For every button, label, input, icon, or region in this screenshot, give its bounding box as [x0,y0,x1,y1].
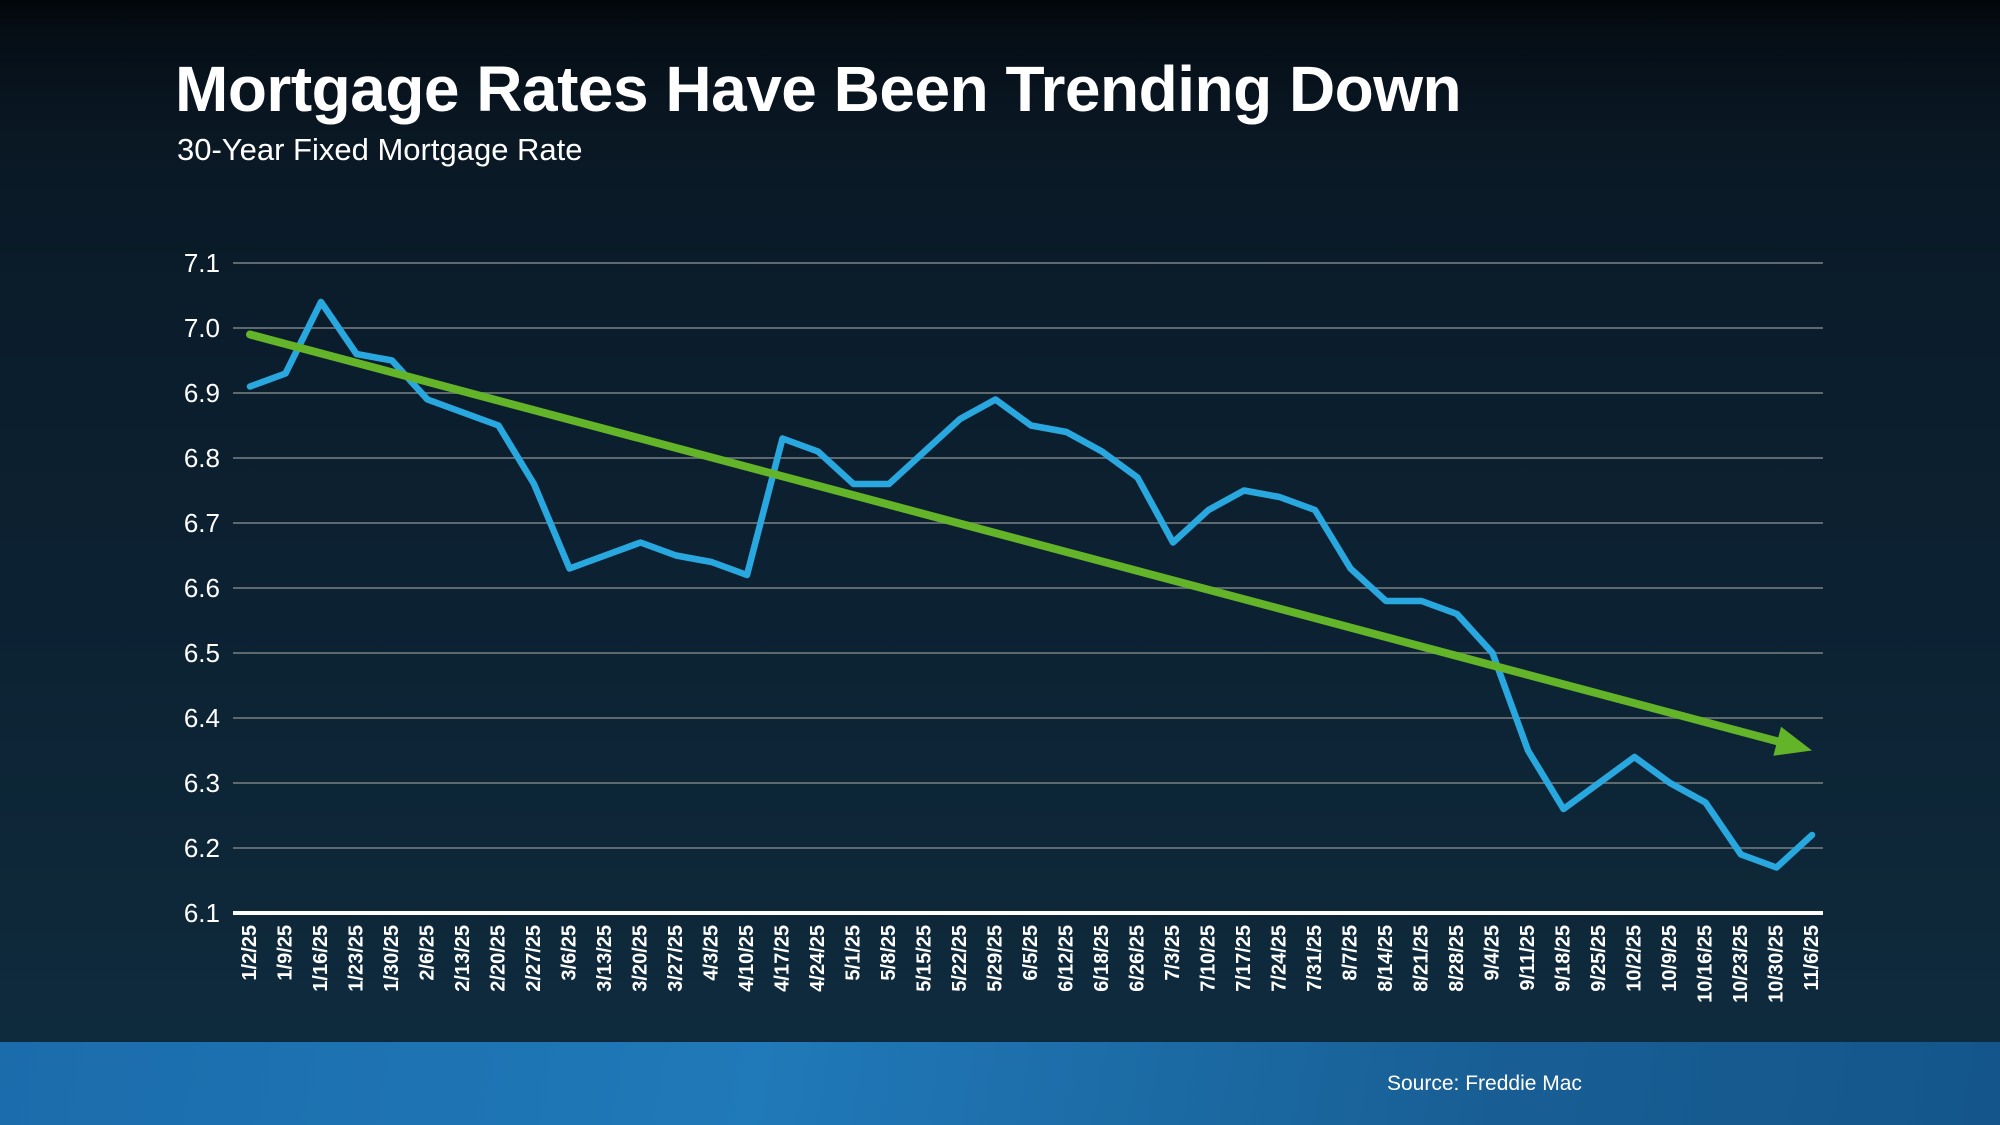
x-tick-label: 3/6/25 [559,925,581,981]
x-tick-label: 4/3/25 [701,925,723,981]
x-tick-label: 6/12/25 [1056,925,1078,992]
x-tick-label: 6/18/25 [1091,925,1113,992]
x-tick-label: 1/30/25 [381,925,403,992]
x-tick-label: 2/20/25 [488,925,510,992]
x-tick-label: 5/15/25 [914,925,936,992]
x-tick-label: 9/25/25 [1588,925,1610,992]
chart-title: Mortgage Rates Have Been Trending Down [175,53,1462,125]
x-tick-label: 4/24/25 [807,925,829,992]
x-tick-label: 2/27/25 [523,925,545,992]
x-tick-label: 10/30/25 [1766,925,1788,1003]
x-tick-label: 9/11/25 [1517,925,1539,991]
x-tick-label: 6/5/25 [1020,925,1042,981]
x-tick-label: 5/29/25 [985,925,1007,992]
rate-line [246,298,1816,871]
x-tick-label: 5/8/25 [878,925,900,981]
x-tick-label: 8/7/25 [1340,925,1362,981]
y-tick-label: 7.0 [184,313,220,343]
x-tick-label: 1/23/25 [346,925,368,992]
x-tick-label: 5/1/25 [843,925,865,981]
x-tick-label: 9/18/25 [1553,925,1575,992]
trend-arrowhead [1773,726,1812,756]
y-tick-label: 6.2 [184,833,220,863]
x-tick-label: 4/10/25 [736,925,758,992]
x-tick-label: 7/24/25 [1269,925,1291,992]
y-tick-label: 6.3 [184,768,220,798]
x-tick-label: 2/6/25 [417,925,439,981]
y-tick-label: 6.6 [184,573,220,603]
x-tick-label: 7/10/25 [1198,925,1220,992]
x-tick-label: 5/22/25 [949,925,971,992]
x-tick-label: 7/17/25 [1233,925,1255,992]
x-tick-label: 10/2/25 [1624,925,1646,992]
x-tick-label: 6/26/25 [1127,925,1149,992]
x-tick-label: 3/20/25 [630,925,652,992]
y-tick-label: 6.7 [184,508,220,538]
x-tick-label: 1/9/25 [275,925,297,981]
x-tick-label: 10/23/25 [1730,925,1752,1003]
source-credit: Source: Freddie Mac [1387,1071,1582,1095]
x-tick-label: 11/6/25 [1801,925,1823,991]
x-tick-label: 1/16/25 [310,925,332,992]
x-tick-label: 7/31/25 [1304,925,1326,992]
y-tick-label: 6.5 [184,638,220,668]
x-tick-label: 8/21/25 [1411,925,1433,992]
chart-subtitle: 30-Year Fixed Mortgage Rate [177,132,583,167]
x-tick-label: 3/13/25 [594,925,616,992]
y-tick-label: 7.1 [184,248,220,278]
y-tick-label: 6.4 [184,703,220,733]
y-tick-label: 6.9 [184,378,220,408]
x-tick-label: 2/13/25 [452,925,474,992]
y-tick-label: 6.8 [184,443,220,473]
footer-bar: Source: Freddie Mac [0,1042,2000,1125]
x-tick-label: 9/4/25 [1482,925,1504,981]
trend-line [246,330,1790,748]
x-tick-label: 7/3/25 [1162,925,1184,981]
x-tick-label: 3/27/25 [665,925,687,992]
x-tick-label: 8/28/25 [1446,925,1468,992]
x-tick-label: 1/2/25 [239,925,261,981]
x-tick-label: 10/9/25 [1659,925,1681,992]
x-tick-label: 4/17/25 [772,925,794,992]
y-tick-label: 6.1 [184,898,220,928]
x-tick-label: 8/14/25 [1375,925,1397,992]
x-tick-label: 10/16/25 [1695,925,1717,1003]
